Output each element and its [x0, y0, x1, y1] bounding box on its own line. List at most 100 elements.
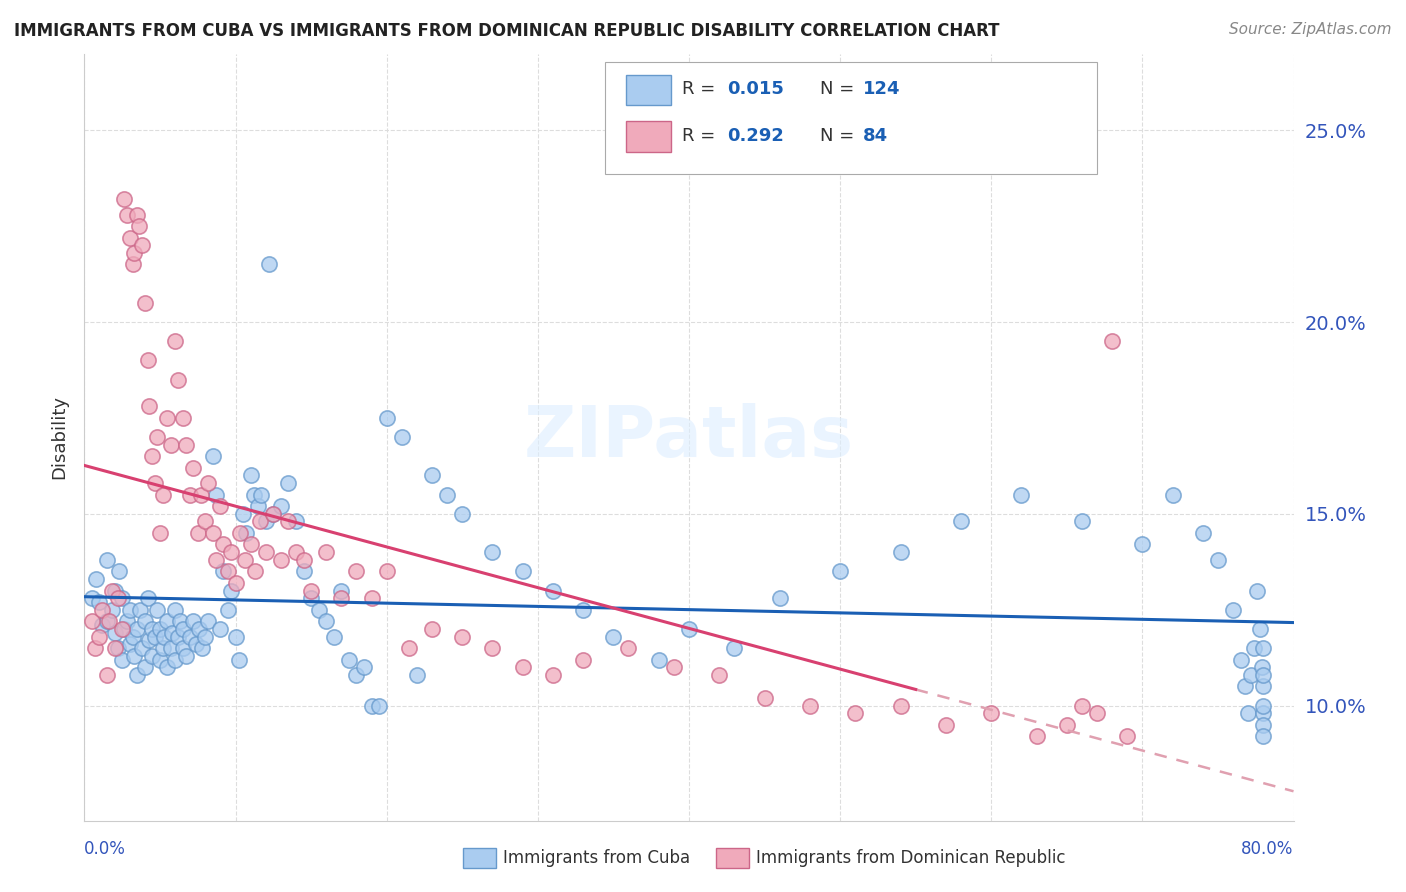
Point [191, 641, 214, 656]
Point [541, 583, 564, 598]
Text: Immigrants from Cuba: Immigrants from Cuba [503, 849, 690, 867]
Point [830, 565, 852, 579]
Point [131, 238, 153, 252]
Point [181, 614, 204, 628]
Point [451, 630, 474, 644]
Point [330, 583, 353, 598]
Point [1161, 488, 1184, 502]
Point [512, 660, 534, 674]
Point [249, 515, 271, 529]
Text: ZIPatlas: ZIPatlas [524, 402, 853, 472]
Point [1229, 652, 1251, 666]
Point [277, 515, 299, 529]
Point [146, 430, 169, 444]
Point [844, 706, 866, 721]
Point [1250, 660, 1272, 674]
Point [242, 488, 264, 502]
Point [709, 668, 731, 682]
Point [330, 591, 353, 606]
Point [436, 488, 458, 502]
Point [174, 648, 197, 663]
Point [188, 622, 211, 636]
Point [141, 450, 163, 464]
Point [572, 652, 595, 666]
Point [935, 717, 957, 731]
Point [980, 706, 1002, 721]
Point [950, 515, 973, 529]
Point [375, 411, 398, 425]
Point [149, 526, 172, 541]
Point [141, 648, 163, 663]
Point [360, 591, 382, 606]
Point [360, 698, 382, 713]
Point [89, 630, 111, 644]
Point [277, 476, 299, 491]
Text: R =: R = [682, 127, 721, 145]
Point [285, 545, 308, 559]
Point [228, 652, 250, 666]
Point [391, 430, 413, 444]
Point [197, 614, 219, 628]
Point [754, 690, 776, 705]
Point [1246, 583, 1268, 598]
Point [1243, 641, 1265, 656]
Point [1253, 729, 1275, 743]
Point [1253, 680, 1275, 694]
Point [225, 575, 247, 590]
Point [104, 641, 127, 656]
Point [1234, 680, 1257, 694]
Point [243, 565, 266, 579]
Point [96, 553, 118, 567]
Point [186, 637, 208, 651]
Point [112, 622, 135, 636]
Point [172, 641, 194, 656]
Point [194, 515, 217, 529]
Point [398, 641, 420, 656]
Point [233, 553, 256, 567]
Point [91, 603, 114, 617]
Point [235, 526, 257, 541]
Point [678, 622, 700, 636]
Point [232, 507, 254, 521]
Point [247, 499, 270, 513]
Point [239, 468, 262, 483]
Point [648, 652, 671, 666]
Point [89, 595, 111, 609]
Point [406, 668, 429, 682]
Point [149, 622, 172, 636]
Point [1085, 706, 1108, 721]
Point [107, 591, 129, 606]
Point [346, 668, 368, 682]
Point [1249, 622, 1271, 636]
Point [115, 614, 138, 628]
Point [1011, 488, 1033, 502]
Point [181, 460, 204, 475]
Point [205, 488, 228, 502]
Point [337, 652, 360, 666]
Point [134, 296, 156, 310]
Point [96, 614, 118, 628]
Point [149, 652, 172, 666]
Point [104, 625, 127, 640]
Point [107, 641, 129, 656]
Point [118, 637, 141, 651]
Point [104, 583, 127, 598]
Point [1116, 729, 1139, 743]
Point [131, 641, 153, 656]
Point [308, 603, 330, 617]
Point [122, 648, 145, 663]
Text: 80.0%: 80.0% [1241, 840, 1294, 858]
Point [799, 698, 821, 713]
Point [145, 630, 167, 644]
Point [128, 219, 150, 234]
Point [451, 507, 474, 521]
Point [250, 488, 273, 502]
Text: 84: 84 [863, 127, 889, 145]
Point [174, 438, 197, 452]
Point [121, 258, 143, 272]
Point [1056, 717, 1078, 731]
Point [315, 614, 337, 628]
Point [153, 630, 176, 644]
Point [270, 553, 292, 567]
Point [219, 583, 242, 598]
